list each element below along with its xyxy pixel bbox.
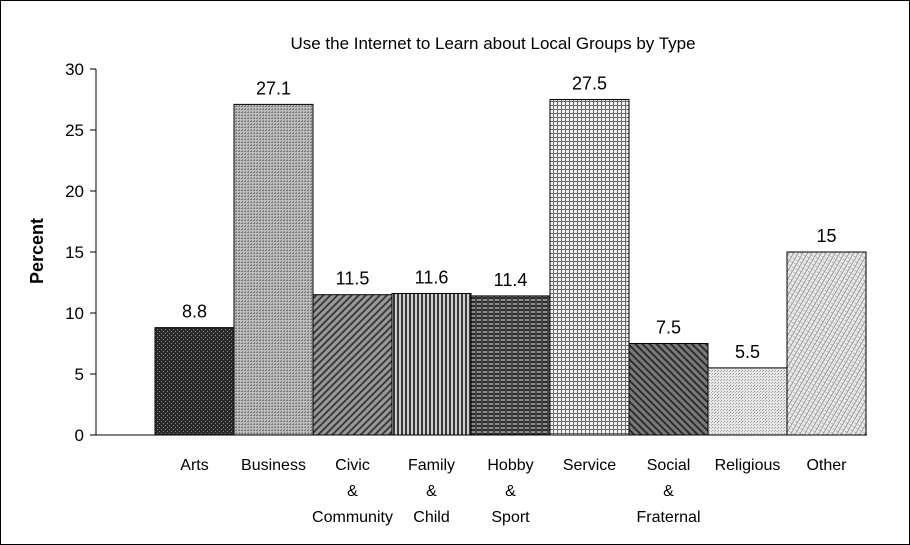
bar-value-label: 5.5 <box>735 342 760 362</box>
bar <box>549 99 630 436</box>
x-tick-label: Community <box>312 509 393 526</box>
x-tick-label: Child <box>413 509 449 526</box>
bar <box>786 251 867 436</box>
y-tick-label: 20 <box>65 182 84 201</box>
bar-value-label: 11.6 <box>415 267 449 287</box>
y-axis-label: Percent <box>27 218 47 284</box>
x-tick-label: Religious <box>715 457 781 474</box>
y-axis: 0 5 10 15 20 25 30 <box>65 60 97 445</box>
y-tick-label: 30 <box>65 60 84 79</box>
bar-value-label: 11.5 <box>336 269 370 289</box>
x-tick-label: & <box>426 483 437 500</box>
x-tick-label: & <box>663 483 674 500</box>
bar <box>391 292 472 436</box>
y-tick-label: 15 <box>65 243 84 262</box>
x-tick-label: Service <box>563 457 616 474</box>
bar <box>154 327 235 436</box>
x-tick-label: & <box>347 483 358 500</box>
x-axis-labels: Arts Business Civic & Community Family & Child H… <box>180 457 847 526</box>
x-tick-label: Sport <box>491 509 530 526</box>
y-tick-label: 5 <box>75 365 84 384</box>
bar-value-label: 27.5 <box>572 74 607 94</box>
x-tick-label: Arts <box>180 457 208 474</box>
bar <box>707 367 788 436</box>
bar-value-label: 11.4 <box>494 270 528 290</box>
x-tick-label: Business <box>241 457 306 474</box>
x-tick-label: Family <box>408 457 455 474</box>
bar <box>628 343 709 436</box>
x-tick-label: Hobby <box>487 457 533 474</box>
bar <box>233 103 314 436</box>
y-tick-label: 10 <box>65 304 84 323</box>
chart-title: Use the Internet to Learn about Local Gr… <box>290 34 695 53</box>
bar-value-label: 7.5 <box>656 318 681 338</box>
y-tick-label: 25 <box>65 121 84 140</box>
x-tick-label: Civic <box>335 457 370 474</box>
y-tick-label: 0 <box>75 426 84 445</box>
x-tick-label: Social <box>647 457 691 474</box>
bar-value-label: 8.8 <box>182 302 207 322</box>
x-tick-label: Fraternal <box>636 509 700 526</box>
x-tick-label: Other <box>806 457 847 474</box>
bar <box>312 294 393 436</box>
bar-value-label: 27.1 <box>256 78 291 98</box>
bar-value-label: 15 <box>816 226 836 246</box>
x-tick-label: & <box>505 483 516 500</box>
value-labels: 8.8 27.1 11.5 11.6 11.4 27.5 7.5 5.5 15 <box>182 74 837 362</box>
bars <box>154 99 867 436</box>
bar <box>470 295 551 436</box>
